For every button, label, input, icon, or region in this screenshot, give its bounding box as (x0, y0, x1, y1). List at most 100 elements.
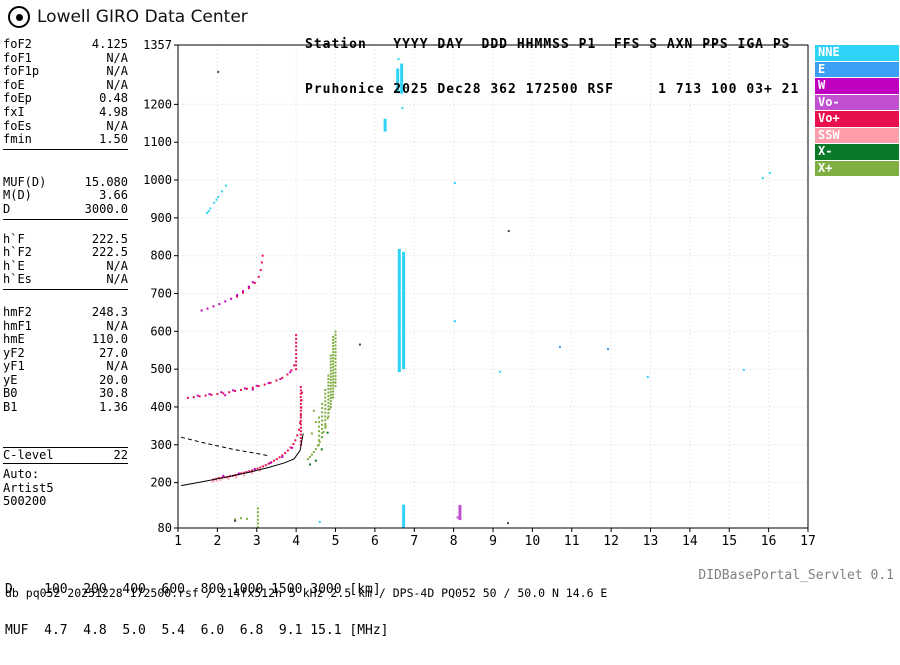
series-high-cluster-NNE (206, 184, 228, 214)
param-value: 222.5 (91, 231, 128, 246)
parameter-group: MUF(D) 15.080 M(D) 3.66 D 3000.0 (3, 174, 128, 220)
svg-text:4: 4 (292, 534, 300, 549)
svg-text:13: 13 (643, 534, 659, 549)
series-third-hop-W (200, 281, 254, 312)
giro-logo-icon (8, 6, 30, 28)
legend-item-e: E (815, 61, 899, 77)
param-label: hmF1 (3, 318, 32, 333)
param-label: D (3, 201, 11, 216)
series-third-hop-O (236, 254, 264, 298)
station-header-columns: Station YYYY DAY DDD HHMMSS P1 FFS S AXN… (305, 37, 791, 52)
svg-text:11: 11 (564, 534, 580, 549)
param-foep: foEp 0.48 (3, 92, 128, 106)
svg-text:1: 1 (174, 534, 182, 549)
param-label: fxI (3, 104, 25, 119)
param-label: foF1p (3, 64, 40, 79)
param-value: 248.3 (91, 304, 128, 319)
param-hf2: h`F2 222.5 (3, 246, 128, 260)
ionogram-plot: 1 2 3 4 5 6 7 8 9 10 11 12 13 14 15 16 17802003004005006… (143, 38, 816, 549)
series-noise-NNE (318, 171, 771, 523)
muf-table-muf-row: MUF 4.7 4.8 5.0 5.4 6.0 6.8 9.1 15.1 [MH… (5, 622, 389, 638)
svg-text:900: 900 (150, 211, 172, 225)
auto-scaler-version: 500200 (3, 494, 47, 509)
svg-text:800: 800 (150, 249, 172, 263)
svg-text:1100: 1100 (143, 135, 172, 149)
legend-item-w: W (815, 78, 899, 94)
param-label: h`F (3, 231, 25, 246)
param-value: 15.080 (84, 174, 128, 189)
svg-text:200: 200 (150, 476, 172, 490)
param-yf2: yF2 27.0 (3, 345, 128, 361)
svg-text:10: 10 (525, 534, 541, 549)
giro-logo-text: Lowell GIRO Data Center (37, 7, 248, 27)
parameter-group: hmF2 248.3 hmF1 N/A hmE 110.0 yF2 27.0 yF1 N/A yE 2… (3, 304, 128, 415)
series-noise-Vo-minus (456, 504, 462, 521)
svg-text:6: 6 (371, 534, 379, 549)
servlet-version: DIDBasePortal_Servlet 0.1 (698, 568, 894, 583)
svg-text:500: 500 (150, 362, 172, 376)
legend-item-vo: Vo+ (815, 111, 899, 127)
svg-text:15: 15 (721, 534, 737, 549)
param-b0: B0 30.8 (3, 387, 128, 401)
param-yf1: yF1 N/A (3, 360, 128, 374)
series-F-trace-W (222, 446, 294, 477)
param-label: h`E (3, 258, 25, 273)
param-value: 20.0 (99, 372, 128, 387)
param-md: M(D) 3.66 (3, 189, 128, 203)
axis-ticks (174, 44, 809, 532)
svg-text:400: 400 (150, 400, 172, 414)
param-hmf1: hmF1 N/A (3, 318, 128, 334)
param-label: C-level (3, 447, 54, 462)
param-foe: foE N/A (3, 77, 128, 93)
didbase-portal-window: 1 2 3 4 5 6 7 8 9 10 11 12 13 14 15 16 17 80 200 300 400 500 6… (3, 6, 899, 637)
svg-text:1000: 1000 (143, 173, 172, 187)
param-value: 3.66 (99, 188, 128, 203)
param-value: N/A (106, 77, 128, 92)
svg-text:5: 5 (332, 534, 340, 549)
param-label: yE (3, 372, 18, 387)
param-hes: h`Es N/A (3, 273, 128, 287)
station-header-values: Pruhonice 2025 Dec28 362 172500 RSF 1 71… (305, 82, 800, 97)
param-value: N/A (106, 50, 128, 65)
param-clevel: C-level 22 (3, 447, 128, 463)
svg-text:300: 300 (150, 438, 172, 452)
series-F-trace-X-minus (308, 431, 329, 466)
artist-trace-solid (181, 433, 304, 487)
svg-text:17: 17 (800, 534, 816, 549)
series-second-hop-O (186, 334, 298, 399)
param-value: N/A (106, 258, 128, 273)
param-value: 30.8 (99, 386, 128, 401)
svg-text:1200: 1200 (143, 97, 172, 111)
muf-table: D 100 200 400 600 800 1000 1500 3000 [km… (5, 556, 389, 664)
param-fxi: fxI 4.98 (3, 104, 128, 120)
parameter-panel: foF2 4.125 foF1 N/A foF1p N/A foE N/A foEp 0.48 fx… (3, 37, 128, 509)
param-hme: hmE 110.0 (3, 332, 128, 347)
param-value: 4.125 (91, 37, 128, 51)
param-label: hmE (3, 332, 25, 347)
param-label: h`F2 (3, 245, 32, 260)
legend-item-vo: Vo- (815, 94, 899, 110)
param-he: h`E N/A (3, 258, 128, 274)
svg-text:700: 700 (150, 286, 172, 300)
param-value: 110.0 (91, 332, 128, 347)
param-value: N/A (106, 272, 128, 287)
muf-table-d-row: D 100 200 400 600 800 1000 1500 3000 [km… (5, 582, 381, 597)
param-value: N/A (106, 118, 128, 133)
series-rfi-NNE (383, 57, 406, 528)
legend-item-nne: NNE (815, 45, 899, 61)
series-F-trace-SSW (211, 469, 261, 483)
param-d: D 3000.0 (3, 201, 128, 217)
svg-text:2: 2 (213, 534, 221, 549)
giro-logo: Lowell GIRO Data Center (8, 6, 248, 28)
measurement-info: db pq052 20251228 172500.rsf / 214fx512h… (5, 586, 608, 600)
auto-label: Auto: (3, 467, 40, 482)
param-label: yF2 (3, 345, 25, 360)
svg-text:1357: 1357 (143, 38, 172, 52)
param-label: fmin (3, 132, 32, 147)
series-sporadic-E-X (234, 507, 259, 529)
series-noise-dark (217, 70, 510, 525)
echo-direction-legend: NNE E W Vo- Vo+ SSW X- X+ (815, 45, 899, 177)
param-value: 27.0 (99, 345, 128, 360)
svg-text:7: 7 (410, 534, 418, 549)
svg-text:14: 14 (682, 534, 698, 549)
